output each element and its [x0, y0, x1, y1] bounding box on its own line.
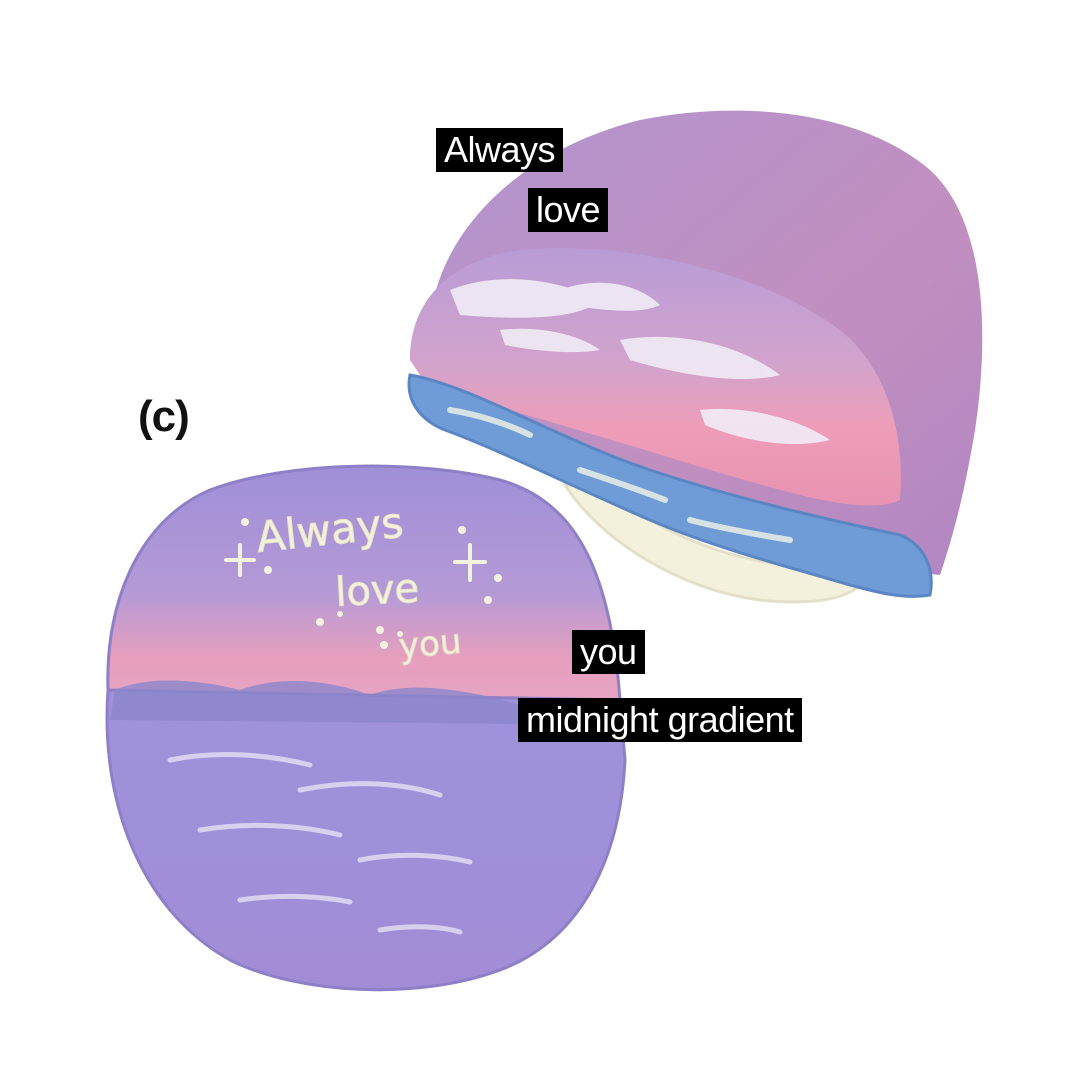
piped-text-love: love — [334, 566, 420, 616]
cloud-streaks — [450, 279, 830, 445]
cake-top-view: Always love you — [105, 464, 627, 992]
caption-label-second: love — [528, 188, 609, 232]
lower-texture-strokes — [167, 752, 473, 935]
caption-label-top: Always — [436, 128, 564, 172]
piped-sparkles — [224, 543, 487, 582]
cake-lower-half — [105, 688, 627, 992]
caption-label-fourth: midnight gradient — [518, 698, 802, 742]
piped-text-you: you — [397, 622, 463, 667]
slice-blue-base — [407, 373, 933, 598]
cake-upper-half — [106, 464, 622, 702]
piped-dots — [241, 518, 502, 649]
horizon-clouds — [110, 680, 620, 725]
caption-label-third: you — [572, 630, 645, 674]
blue-wave-highlights — [447, 407, 793, 543]
panel-tag: (c) — [138, 392, 190, 441]
